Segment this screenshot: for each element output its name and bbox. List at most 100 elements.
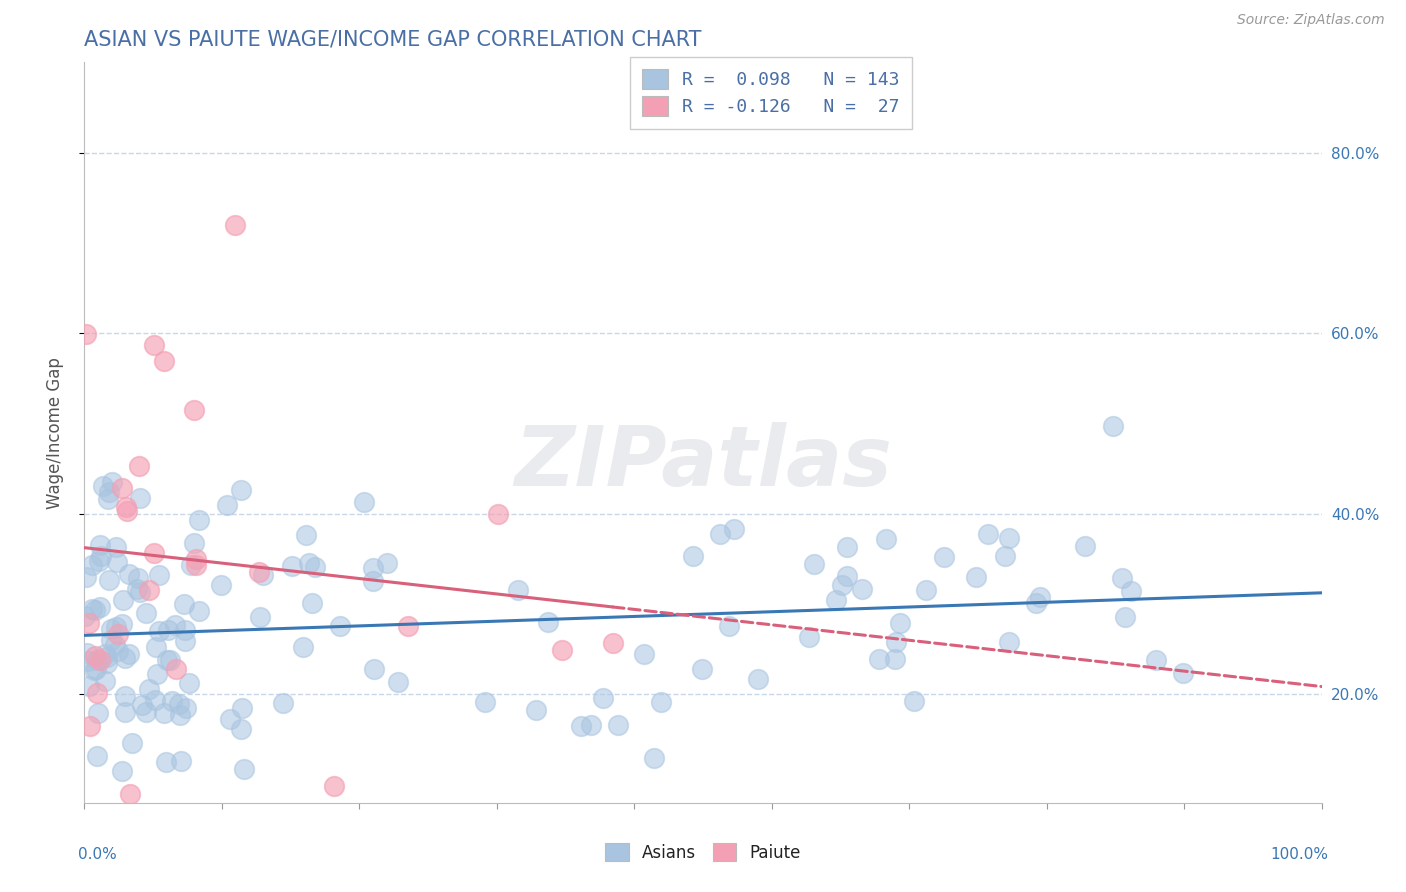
Point (606, 717, 628, 731)
Point (361, 574, 384, 589)
Point (180, 558, 202, 573)
Point (965, 570, 987, 584)
Point (145, 640, 167, 655)
Point (169, 708, 191, 723)
Point (114, 705, 136, 719)
Point (183, 535, 205, 549)
Point (111, 481, 134, 495)
Point (131, 698, 153, 713)
Y-axis label: Wage/Income Gap: Wage/Income Gap (45, 357, 63, 508)
Point (363, 662, 385, 676)
Point (128, 459, 150, 474)
Point (94, 647, 117, 661)
Point (110, 617, 132, 632)
Point (138, 681, 160, 696)
Point (163, 617, 186, 632)
Point (1101, 418, 1123, 433)
Point (135, 705, 157, 719)
Point (173, 634, 195, 648)
Point (86, 662, 108, 676)
Point (994, 549, 1017, 563)
Point (291, 640, 314, 654)
Point (105, 620, 128, 634)
Point (129, 491, 152, 505)
Point (162, 694, 184, 708)
Point (129, 584, 152, 599)
Point (142, 546, 165, 560)
Point (98, 485, 121, 500)
Point (915, 583, 938, 598)
Point (186, 552, 208, 566)
Point (165, 662, 187, 676)
Point (173, 597, 195, 611)
Point (643, 750, 665, 764)
Point (79, 719, 101, 733)
Point (76, 646, 98, 660)
Point (135, 606, 157, 620)
Point (329, 619, 352, 633)
Point (86, 653, 108, 667)
Point (998, 635, 1021, 649)
Point (247, 565, 270, 579)
Point (138, 583, 160, 598)
Point (883, 651, 905, 665)
Point (117, 504, 139, 518)
Point (1114, 610, 1136, 624)
Point (120, 787, 142, 801)
Point (148, 568, 170, 582)
Point (1025, 596, 1047, 610)
Point (91, 479, 114, 493)
Point (100, 622, 122, 636)
Point (231, 701, 253, 715)
Point (179, 676, 201, 690)
Point (111, 764, 134, 778)
Point (281, 558, 304, 573)
Point (682, 549, 704, 564)
Point (75, 570, 97, 584)
Point (301, 596, 323, 610)
Point (1074, 539, 1097, 553)
Point (96, 650, 118, 665)
Point (76, 654, 98, 668)
Point (650, 694, 672, 708)
Point (87, 554, 110, 568)
Point (835, 541, 858, 555)
Point (83, 603, 105, 617)
Point (84, 649, 107, 664)
Point (86, 749, 108, 764)
Point (121, 736, 143, 750)
Point (83, 663, 105, 677)
Point (1144, 653, 1167, 667)
Point (803, 557, 825, 571)
Point (747, 672, 769, 686)
Point (142, 338, 165, 352)
Point (884, 634, 907, 648)
Point (159, 653, 181, 667)
Point (96, 656, 118, 670)
Point (114, 689, 136, 703)
Point (184, 558, 207, 573)
Point (592, 690, 614, 705)
Point (87, 706, 110, 720)
Point (831, 578, 853, 592)
Point (89, 599, 111, 614)
Legend: Asians, Paiute: Asians, Paiute (599, 837, 807, 869)
Point (174, 701, 197, 715)
Point (89, 653, 111, 667)
Point (75, 327, 97, 342)
Point (868, 652, 890, 666)
Point (73, 609, 96, 624)
Point (143, 693, 166, 707)
Point (569, 718, 592, 732)
Point (233, 762, 256, 776)
Text: ASIAN VS PAIUTE WAGE/INCOME GAP CORRELATION CHART: ASIAN VS PAIUTE WAGE/INCOME GAP CORRELAT… (84, 29, 702, 50)
Point (174, 623, 197, 637)
Point (170, 754, 193, 768)
Text: 0.0%: 0.0% (79, 847, 117, 863)
Point (537, 615, 560, 629)
Point (153, 354, 176, 368)
Point (524, 703, 547, 717)
Point (1029, 590, 1052, 604)
Point (932, 550, 955, 565)
Point (835, 569, 858, 583)
